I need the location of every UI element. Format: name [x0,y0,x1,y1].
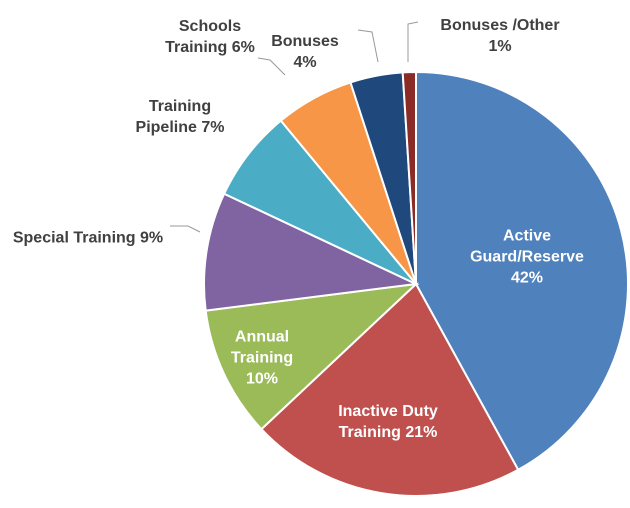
pie-slice [415,70,629,472]
value-label: 21% [405,424,438,441]
category-label: Special Training [12,229,136,247]
pie-slice [401,70,417,285]
slice-label: Active Guard/Reserve 42% [462,226,592,289]
slice-label: Special Training 9% [6,228,171,249]
slice-label: Schools Training 6% [155,16,265,58]
slice-label: Training Pipeline 7% [125,96,235,138]
category-label: Annual Training [230,328,294,367]
value-label: 42% [510,269,544,287]
pie-slice [204,282,419,431]
leader-line [170,225,201,233]
slice-label: Bonuses /Other 1% [428,15,573,57]
leader-line [257,57,286,76]
pie-slice [260,282,520,497]
category-label: Active Guard/Reserve [470,227,584,266]
slice-label: Annual Training 10% [222,327,302,390]
category-label: Inactive Duty Training [338,403,438,441]
leader-line [407,21,419,62]
slice-label: Inactive Duty Training 21% [313,401,463,443]
category-label: Bonuses [271,33,339,50]
value-label: 4% [293,54,317,71]
value-label: 7% [201,119,225,136]
category-label: Training Pipeline [135,98,212,136]
leader-line [357,29,379,63]
value-label: 6% [231,39,255,56]
value-label: 10% [245,370,279,388]
category-label: Bonuses /Other [440,17,560,34]
category-label: Schools Training [165,18,242,56]
slice-label: Bonuses 4% [269,31,341,73]
pie-slice [203,192,420,312]
value-label: 9% [140,229,164,247]
value-label: 1% [488,38,512,55]
